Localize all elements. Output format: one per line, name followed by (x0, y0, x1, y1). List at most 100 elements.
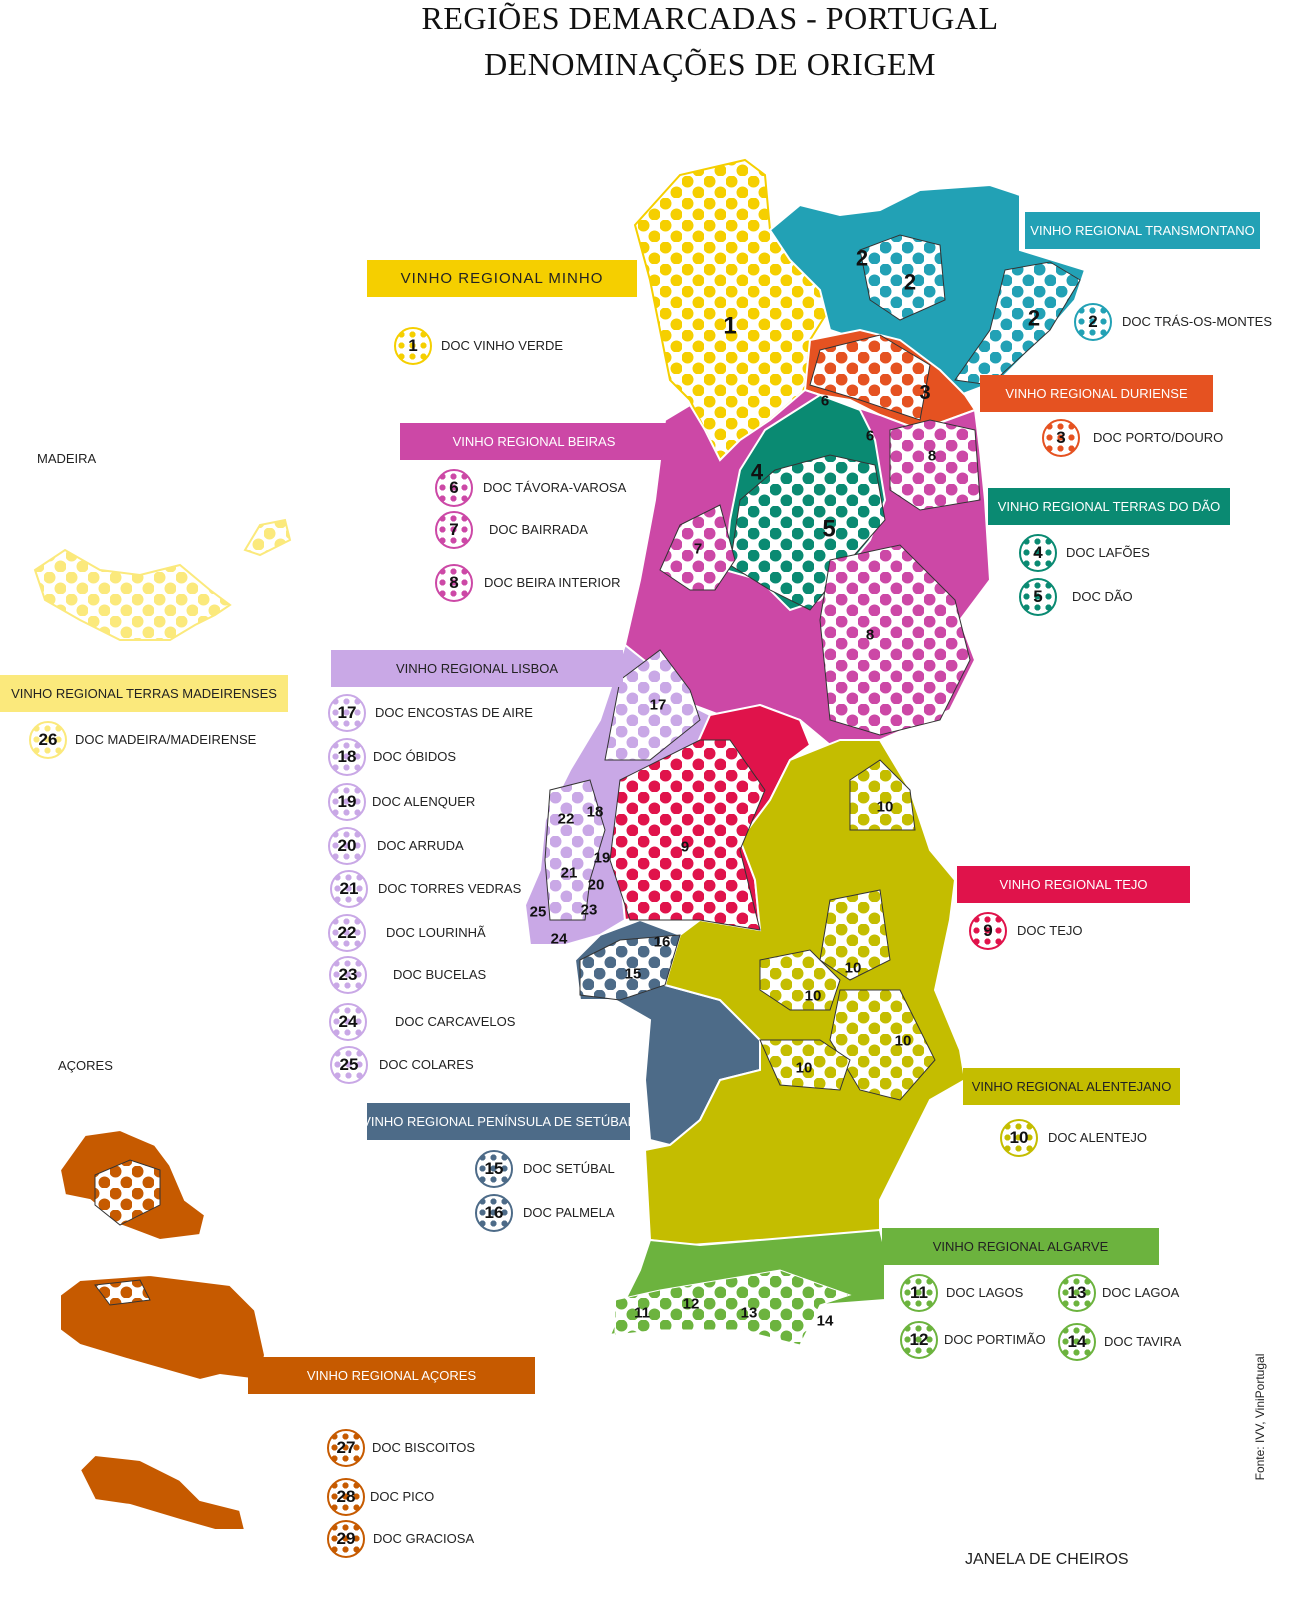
map-number-label: 23 (581, 901, 598, 918)
doc-18-dot-icon: 18 (328, 738, 366, 776)
region-acores (78, 1453, 247, 1531)
map-number-label: 11 (634, 1304, 650, 1321)
doc-label: DOC ENCOSTAS DE AIRE (375, 705, 533, 720)
doc-21-dot-icon: 21 (330, 870, 368, 908)
doc-label: DOC PORTO/DOURO (1093, 430, 1224, 445)
doc-number: 2 (1088, 312, 1098, 331)
doc-number: 3 (1056, 428, 1066, 447)
doc-label: DOC PORTIMÃO (944, 1332, 1046, 1347)
map-number-label: 20 (588, 876, 605, 893)
doc-label: DOC TRÁS-OS-MONTES (1122, 314, 1272, 329)
doc-area-tejo (609, 739, 766, 931)
map-number-label: 10 (796, 1059, 813, 1076)
map-number-label: 2 (1028, 306, 1040, 331)
doc-area-acores (94, 1159, 161, 1226)
footer-credit: JANELA DE CHEIROS (965, 1551, 1129, 1568)
banner-acores: VINHO REGIONAL AÇORES (248, 1357, 535, 1394)
banner-madeira: VINHO REGIONAL TERRAS MADEIRENSES (0, 675, 288, 712)
map-number-label: 2 (904, 270, 916, 295)
madeira-label: MADEIRA (37, 451, 97, 466)
source-note: Fonte: IVV, ViniPortugal (1253, 1353, 1267, 1481)
banner-transmontano: VINHO REGIONAL TRANSMONTANO (1025, 212, 1260, 249)
map-number-label: 12 (683, 1295, 700, 1312)
doc-label: DOC BISCOITOS (372, 1440, 476, 1455)
map-number-label: 7 (694, 540, 702, 557)
map-number-label: 21 (561, 864, 578, 881)
doc-area-alentejano (829, 989, 936, 1101)
doc-2-dot-icon: 2 (1074, 303, 1112, 341)
doc-27-dot-icon: 27 (327, 1429, 365, 1467)
map-number-label: 8 (928, 447, 936, 464)
banner-setubal: VINHO REGIONAL PENÍNSULA DE SETÚBAL (362, 1103, 635, 1140)
doc-label: DOC VINHO VERDE (441, 338, 564, 353)
doc-area-acores (94, 1279, 151, 1306)
doc-label: DOC SETÚBAL (523, 1161, 615, 1176)
doc-number: 27 (336, 1438, 356, 1457)
doc-3-dot-icon: 3 (1042, 419, 1080, 457)
map-number-label: 2 (856, 246, 868, 271)
doc-number: 18 (337, 747, 357, 766)
doc-area-alentejano (759, 1039, 851, 1091)
doc-number: 28 (336, 1487, 356, 1506)
doc-label: DOC MADEIRA/MADEIRENSE (75, 732, 257, 747)
doc-number: 29 (336, 1529, 356, 1548)
doc-number: 10 (1009, 1128, 1029, 1147)
doc-number: 7 (449, 520, 459, 539)
doc-number: 9 (983, 921, 993, 940)
map-number-label: 15 (625, 965, 642, 982)
doc-label: DOC TÁVORA-VAROSA (483, 480, 627, 495)
map-number-label: 25 (530, 903, 547, 920)
doc-area-lisboa (544, 779, 606, 921)
doc-number: 1 (408, 336, 418, 355)
doc-label: DOC BUCELAS (393, 967, 487, 982)
map-number-label: 14 (817, 1312, 834, 1329)
doc-11-dot-icon: 11 (900, 1274, 938, 1312)
doc-area-beiras (889, 419, 981, 511)
banner-lisboa: VINHO REGIONAL LISBOA (331, 650, 623, 687)
banner-minho: VINHO REGIONAL MINHO (367, 260, 637, 297)
doc-label: DOC LAGOS (946, 1285, 1024, 1300)
doc-label: DOC ÓBIDOS (373, 749, 457, 764)
banner-duriense: VINHO REGIONAL DURIENSE (980, 375, 1213, 412)
map-title: REGIÕES DEMARCADAS - PORTUGAL (421, 0, 999, 36)
doc-label: DOC BEIRA INTERIOR (484, 575, 621, 590)
doc-number: 24 (338, 1012, 358, 1031)
map-number-label: 10 (845, 959, 862, 976)
map-number-label: 17 (650, 696, 667, 713)
region-madeira (243, 518, 292, 557)
doc-area-alentejano (819, 889, 891, 981)
doc-area-algarve (614, 1269, 852, 1346)
map-number-label: 6 (821, 392, 829, 409)
doc-number: 25 (339, 1055, 359, 1074)
doc-23-dot-icon: 23 (329, 956, 367, 994)
doc-number: 12 (909, 1330, 929, 1349)
map-number-label: 10 (805, 987, 822, 1004)
map-number-label: 3 (919, 382, 930, 404)
map-number-label: 10 (895, 1032, 912, 1049)
doc-16-dot-icon: 16 (475, 1194, 513, 1232)
doc-number: 22 (337, 923, 357, 942)
banner-beiras: VINHO REGIONAL BEIRAS (400, 423, 668, 460)
doc-area-duriense (809, 334, 931, 421)
map-number-label: 6 (866, 427, 874, 444)
map-number-label: 16 (654, 933, 671, 950)
doc-area-transmontano (859, 234, 946, 321)
doc-label: DOC CARCAVELOS (395, 1014, 516, 1029)
doc-area-alentejano (849, 759, 916, 831)
region-acores (59, 1273, 267, 1382)
banner-dao: VINHO REGIONAL TERRAS DO DÃO (988, 488, 1230, 525)
doc-label: DOC TEJO (1017, 923, 1083, 938)
doc-label: DOC TORRES VEDRAS (378, 881, 522, 896)
doc-number: 19 (337, 792, 357, 811)
banner-algarve: VINHO REGIONAL ALGARVE (882, 1228, 1159, 1265)
doc-label: DOC ARRUDA (377, 838, 464, 853)
doc-24-dot-icon: 24 (329, 1003, 367, 1041)
doc-number: 16 (484, 1203, 504, 1222)
doc-number: 8 (449, 573, 459, 592)
doc-label: DOC LOURINHÃ (386, 925, 486, 940)
map-number-label: 5 (822, 515, 835, 542)
doc-label: DOC COLARES (379, 1057, 474, 1072)
doc-number: 4 (1033, 543, 1043, 562)
doc-number: 6 (449, 478, 459, 497)
